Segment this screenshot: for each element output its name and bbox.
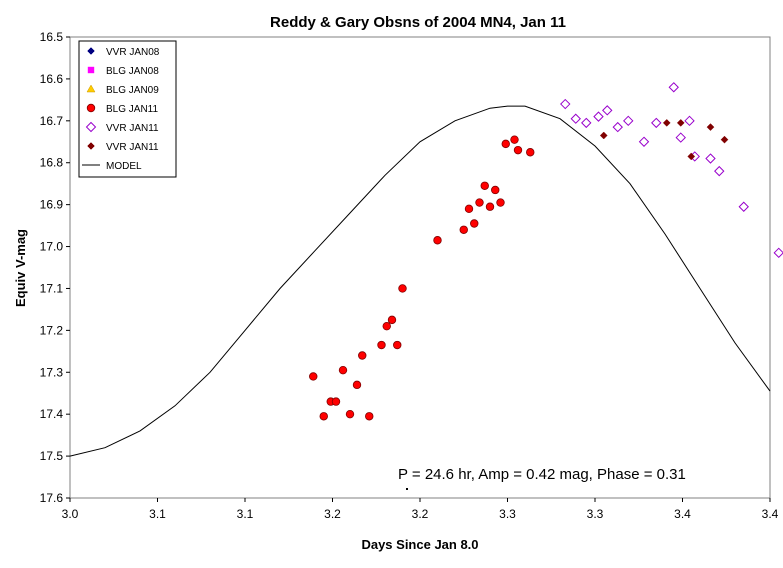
y-tick-label: 16.7	[40, 114, 64, 128]
data-point	[496, 198, 505, 207]
data-point	[510, 135, 519, 144]
data-point	[684, 115, 695, 127]
legend-marker	[87, 142, 95, 150]
x-tick-label: 3.4	[762, 507, 779, 521]
data-point	[593, 111, 604, 122]
y-tick-label: 16.5	[40, 30, 64, 44]
x-tick-label: 3.0	[62, 507, 79, 521]
chart-title: Reddy & Gary Obsns of 2004 MN4, Jan 11	[270, 14, 566, 31]
data-point	[345, 409, 355, 419]
legend-marker	[87, 47, 95, 55]
data-point	[676, 119, 685, 127]
y-tick-label: 17.0	[40, 240, 64, 254]
stray-dot	[406, 488, 408, 490]
legend-marker	[87, 66, 95, 74]
x-tick-label: 3.3	[587, 507, 604, 521]
legend-box	[78, 40, 177, 178]
data-point	[464, 204, 474, 214]
legend-marker	[85, 121, 97, 133]
x-tick-label: 3.1	[149, 507, 166, 521]
x-tick-label: 3.2	[412, 507, 429, 521]
data-point	[480, 181, 489, 190]
data-point	[501, 139, 510, 149]
data-point	[377, 340, 386, 350]
x-axis-label: Days Since Jan 8.0	[361, 537, 478, 552]
x-tick-label: 3.3	[499, 507, 516, 521]
data-point	[668, 82, 679, 93]
plot-area	[69, 36, 771, 499]
y-axis: 16.5 16.6 16.7 16.8 16.9 17.0 17.1 17.2 17.3 17.4…	[40, 30, 70, 505]
data-point	[358, 351, 367, 360]
data-point	[398, 284, 407, 293]
data-point	[651, 117, 662, 129]
data-point	[581, 117, 592, 129]
data-point	[319, 412, 328, 421]
data-point	[738, 201, 749, 212]
data-point	[338, 365, 348, 375]
data-point	[470, 219, 479, 228]
y-tick-label: 16.6	[40, 72, 64, 86]
legend-label: MODEL	[106, 161, 142, 172]
y-tick-label: 16.9	[40, 198, 64, 212]
legend-label: BLG JAN08	[106, 66, 159, 77]
data-point	[570, 113, 581, 124]
data-point	[638, 136, 650, 147]
legend: VVR JAN08 BLG JAN08 BLG JAN09 BLG JAN11 VVR …	[78, 40, 177, 178]
data-point	[687, 152, 696, 161]
data-point	[382, 321, 391, 331]
data-point	[773, 247, 783, 259]
data-point	[309, 372, 318, 381]
data-point	[714, 165, 725, 177]
data-point	[387, 315, 397, 325]
data-point	[623, 115, 634, 127]
model-curve	[69, 105, 771, 457]
data-point	[365, 412, 374, 421]
y-tick-label: 17.5	[40, 449, 64, 463]
data-point	[662, 119, 671, 127]
fit-annotation: P = 24.6 hr, Amp = 0.42 mag, Phase = 0.3…	[398, 466, 686, 483]
data-point	[560, 98, 571, 110]
y-tick-label: 17.6	[40, 491, 64, 505]
data-point	[599, 131, 608, 140]
legend-marker	[86, 103, 96, 113]
data-point	[602, 105, 613, 116]
legend-marker	[86, 84, 96, 93]
legend-label: VVR JAN11	[106, 123, 159, 134]
legend-label: VVR JAN08	[106, 47, 160, 58]
y-tick-label: 17.3	[40, 365, 64, 379]
data-point	[513, 145, 523, 155]
data-point	[485, 202, 495, 211]
y-tick-label: 17.1	[40, 281, 64, 295]
data-point	[706, 123, 715, 131]
data-point	[675, 132, 686, 143]
data-point	[352, 380, 362, 390]
data-point	[612, 121, 623, 133]
data-markers	[309, 82, 783, 421]
data-point	[705, 153, 716, 164]
y-tick-label: 17.2	[40, 323, 64, 337]
data-point	[526, 148, 535, 157]
legend-label: BLG JAN11	[106, 104, 158, 115]
x-tick-label: 3.2	[324, 507, 341, 521]
data-point	[393, 340, 402, 350]
y-tick-label: 17.4	[40, 407, 64, 421]
data-point	[433, 236, 442, 245]
data-point	[459, 225, 468, 234]
x-axis: 3.0 3.1 3.1 3.2 3.2 3.3 3.3 3.4 3.4	[62, 498, 779, 521]
data-point	[720, 135, 729, 144]
data-point	[491, 185, 500, 195]
x-tick-label: 3.4	[674, 507, 691, 521]
y-tick-label: 16.8	[40, 156, 64, 170]
data-point	[475, 198, 484, 207]
legend-label: VVR JAN11	[106, 142, 159, 153]
y-axis-label: Equiv V-mag	[13, 229, 28, 307]
x-tick-label: 3.1	[237, 507, 254, 521]
data-point	[331, 397, 341, 406]
legend-label: BLG JAN09	[106, 85, 159, 96]
